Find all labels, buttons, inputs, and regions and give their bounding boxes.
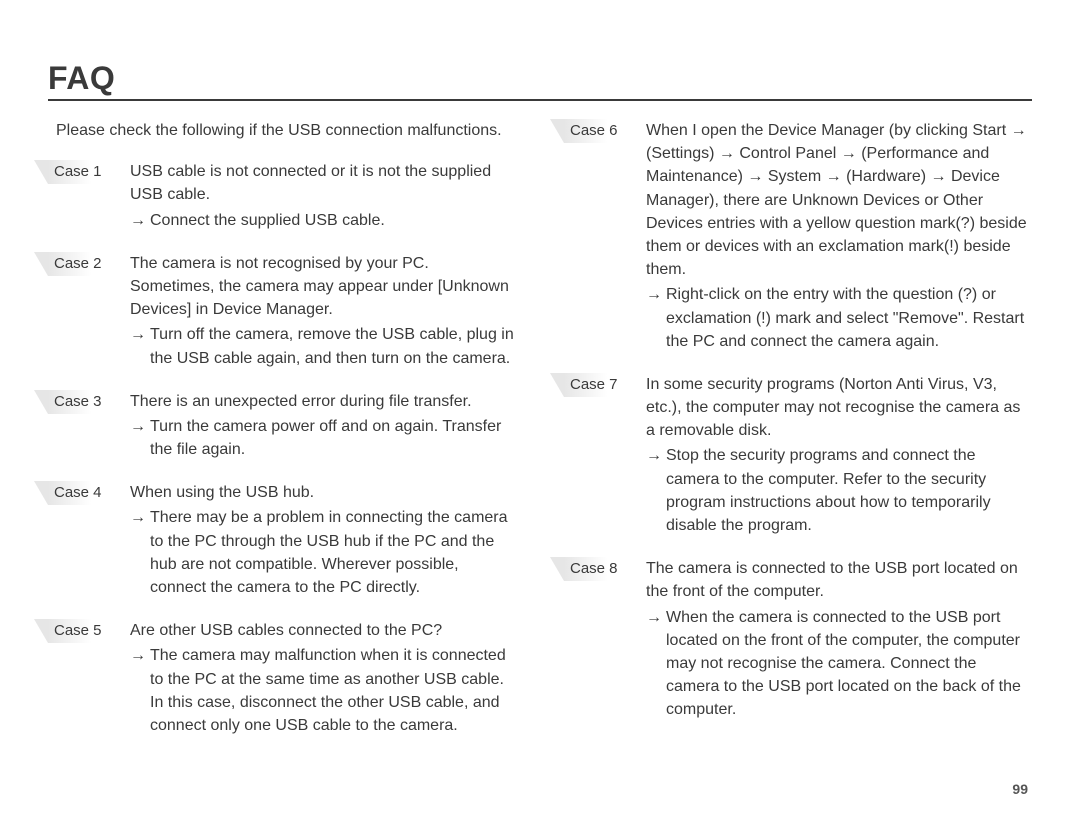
case-item: Case 4 When using the USB hub. → There m… (48, 481, 516, 599)
case-action: → Right-click on the entry with the ques… (646, 283, 1032, 353)
case-item: Case 1 USB cable is not connected or it … (48, 160, 516, 232)
case-body: Are other USB cables connected to the PC… (130, 619, 516, 737)
case-item: Case 6 When I open the Device Manager (b… (564, 119, 1032, 353)
intro-text: Please check the following if the USB co… (48, 119, 516, 142)
case-body: The camera is not recognised by your PC.… (130, 252, 516, 370)
case-action: → The camera may malfunction when it is … (130, 644, 516, 737)
case-label: Case 4 (48, 481, 110, 505)
arrow-icon: → (646, 606, 666, 722)
case-label-wrap: Case 6 (564, 119, 646, 353)
case-item: Case 7 In some security programs (Norton… (564, 373, 1032, 537)
case-body: In some security programs (Norton Anti V… (646, 373, 1032, 537)
case-label: Case 2 (48, 252, 110, 276)
case-description: When I open the Device Manager (by click… (646, 119, 1032, 281)
case-action: → Stop the security programs and connect… (646, 444, 1032, 537)
case-action-text: Turn off the camera, remove the USB cabl… (150, 323, 516, 369)
arrow-icon: → (130, 323, 150, 369)
case-action-text: Connect the supplied USB cable. (150, 209, 385, 232)
case-item: Case 8 The camera is connected to the US… (564, 557, 1032, 721)
case-description: There is an unexpected error during file… (130, 390, 516, 413)
arrow-icon: → (646, 283, 666, 353)
case-label-wrap: Case 5 (48, 619, 130, 737)
case-action: → Turn the camera power off and on again… (130, 415, 516, 461)
case-label: Case 1 (48, 160, 110, 184)
case-label-wrap: Case 8 (564, 557, 646, 721)
case-label-wrap: Case 2 (48, 252, 130, 370)
case-description: The camera is not recognised by your PC.… (130, 252, 516, 322)
arrow-icon: → (130, 209, 150, 232)
case-item: Case 2 The camera is not recognised by y… (48, 252, 516, 370)
case-action-text: The camera may malfunction when it is co… (150, 644, 516, 737)
case-label: Case 3 (48, 390, 110, 414)
case-action-text: When the camera is connected to the USB … (666, 606, 1032, 722)
page-title: FAQ (48, 60, 1032, 101)
case-label-wrap: Case 4 (48, 481, 130, 599)
page-number: 99 (1012, 781, 1028, 797)
case-action: → Turn off the camera, remove the USB ca… (130, 323, 516, 369)
case-label: Case 8 (564, 557, 626, 581)
case-item: Case 3 There is an unexpected error duri… (48, 390, 516, 462)
case-description: In some security programs (Norton Anti V… (646, 373, 1032, 443)
case-label: Case 6 (564, 119, 626, 143)
arrow-icon: → (130, 506, 150, 599)
case-body: When I open the Device Manager (by click… (646, 119, 1032, 353)
case-body: USB cable is not connected or it is not … (130, 160, 516, 232)
page: FAQ Please check the following if the US… (0, 0, 1080, 815)
right-column: Case 6 When I open the Device Manager (b… (564, 119, 1032, 757)
case-action: → When the camera is connected to the US… (646, 606, 1032, 722)
case-action-text: Turn the camera power off and on again. … (150, 415, 516, 461)
case-label-wrap: Case 1 (48, 160, 130, 232)
left-column: Please check the following if the USB co… (48, 119, 516, 757)
case-item: Case 5 Are other USB cables connected to… (48, 619, 516, 737)
arrow-icon: → (130, 415, 150, 461)
case-body: The camera is connected to the USB port … (646, 557, 1032, 721)
content-columns: Please check the following if the USB co… (48, 119, 1032, 757)
case-label: Case 7 (564, 373, 626, 397)
case-action-text: Stop the security programs and connect t… (666, 444, 1032, 537)
case-action-text: Right-click on the entry with the questi… (666, 283, 1032, 353)
case-description: The camera is connected to the USB port … (646, 557, 1032, 603)
case-action: → Connect the supplied USB cable. (130, 209, 516, 232)
case-description: Are other USB cables connected to the PC… (130, 619, 516, 642)
arrow-icon: → (130, 644, 150, 737)
case-action: → There may be a problem in connecting t… (130, 506, 516, 599)
case-description: When using the USB hub. (130, 481, 516, 504)
case-body: When using the USB hub. → There may be a… (130, 481, 516, 599)
case-label-wrap: Case 3 (48, 390, 130, 462)
case-label: Case 5 (48, 619, 110, 643)
case-description: USB cable is not connected or it is not … (130, 160, 516, 206)
case-body: There is an unexpected error during file… (130, 390, 516, 462)
arrow-icon: → (646, 444, 666, 537)
case-action-text: There may be a problem in connecting the… (150, 506, 516, 599)
case-label-wrap: Case 7 (564, 373, 646, 537)
